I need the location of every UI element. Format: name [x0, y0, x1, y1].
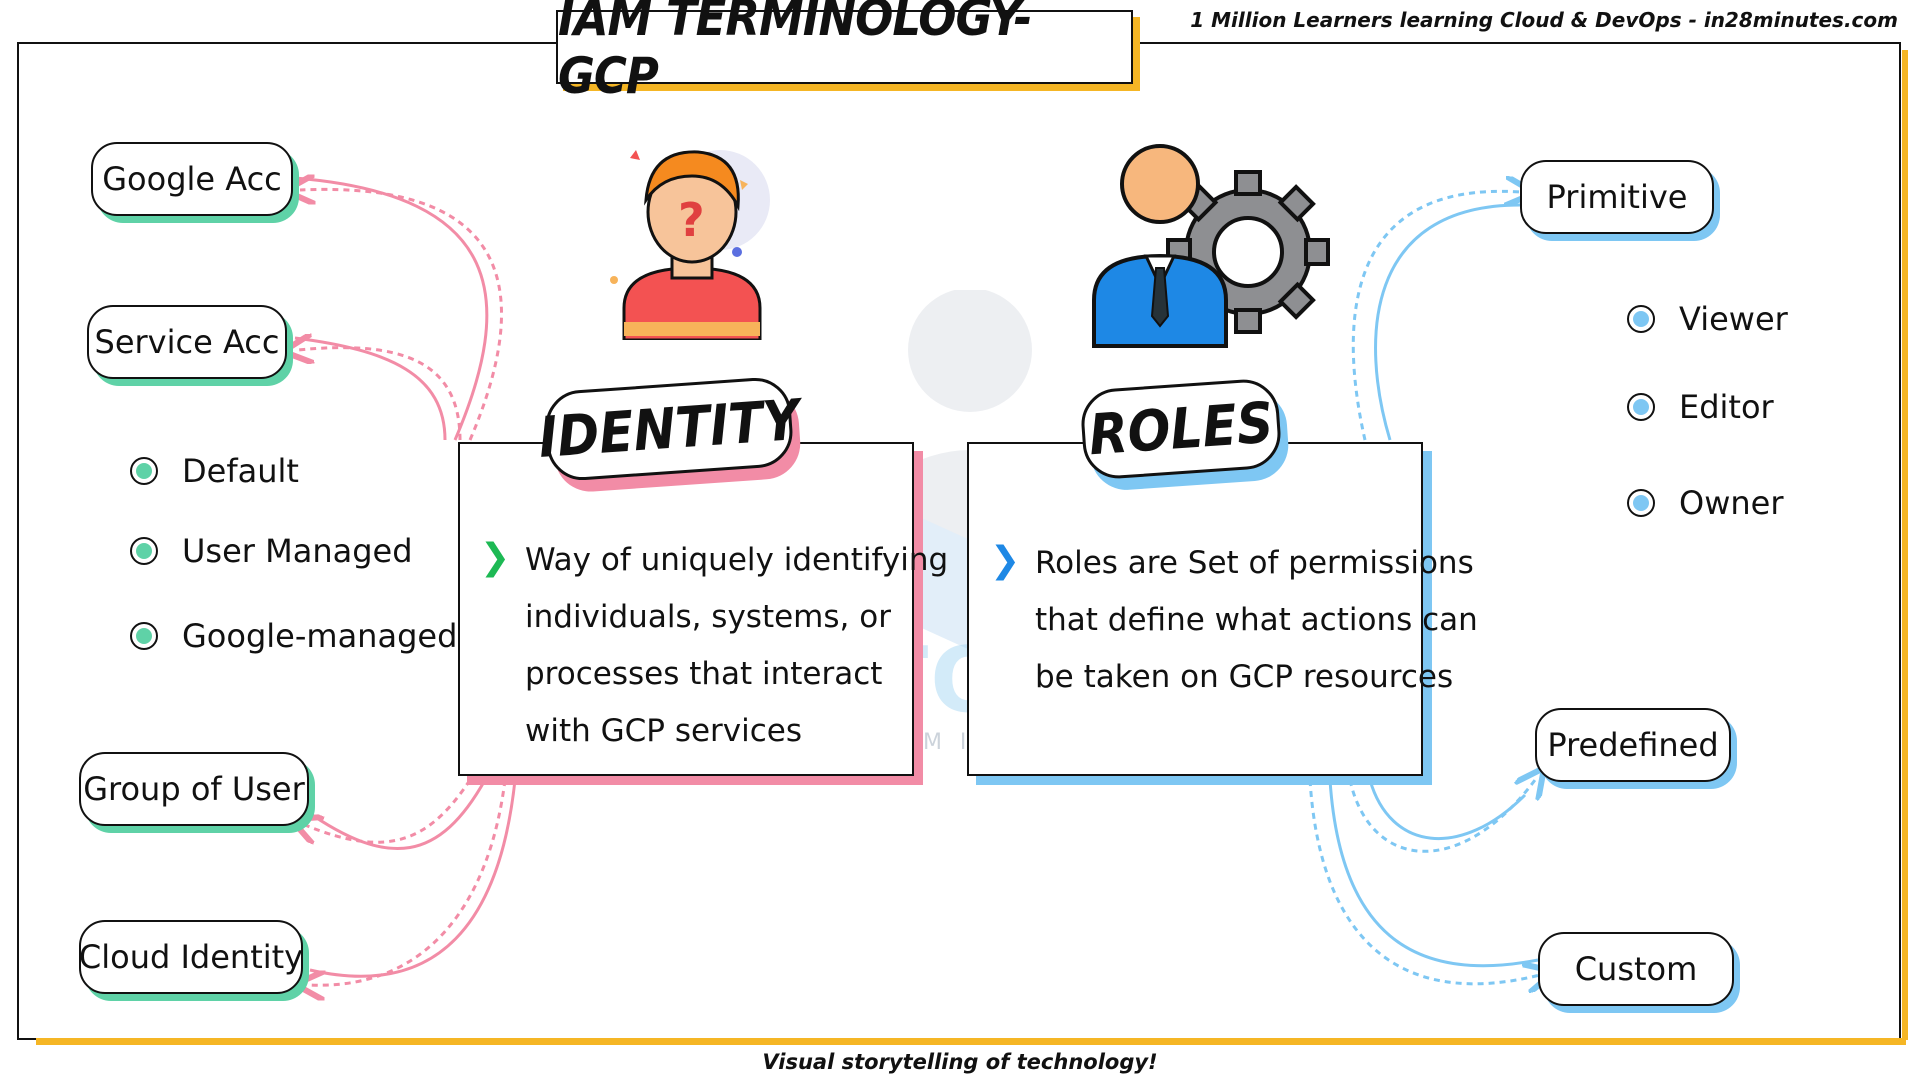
bullet-dot-icon — [1627, 489, 1655, 517]
connector-predefined — [1348, 780, 1535, 853]
roles-label: ROLES — [1079, 377, 1283, 481]
roles-description-line: that define what actions can — [1035, 602, 1478, 638]
bullet-user-managed: User Managed — [130, 532, 413, 570]
connector-group-of-user — [305, 779, 472, 842]
identity-panel — [458, 442, 914, 776]
bullet-dot-icon — [130, 622, 158, 650]
node-service-acc: Service Acc — [87, 305, 287, 379]
bullet-dot-icon — [1627, 393, 1655, 421]
page-title: IAM TERMINOLOGY- GCP — [558, 0, 1032, 105]
bullet-label: Viewer — [1679, 300, 1788, 338]
chevron-right-icon: ❯ — [480, 537, 511, 578]
identity-label: IDENTITY — [537, 375, 802, 483]
bullet-dot-icon — [130, 457, 158, 485]
bullet-dot-icon — [130, 537, 158, 565]
roles-description: Roles are Set of permissions that define… — [1035, 535, 1478, 706]
bullet-label: Google-managed — [182, 617, 458, 655]
bullet-label: Editor — [1679, 388, 1774, 426]
footer-tagline: Visual storytelling of technology! — [762, 1050, 1158, 1074]
node-google-acc: Google Acc — [91, 142, 293, 216]
connector-custom — [1308, 779, 1540, 984]
connector-service-acc — [298, 348, 462, 441]
bullet-label: Default — [182, 452, 299, 490]
bullet-default: Default — [130, 452, 299, 490]
bullet-viewer: Viewer — [1627, 300, 1788, 338]
identity-description-line: Way of uniquely identifying — [525, 542, 949, 578]
bullet-editor: Editor — [1627, 388, 1774, 426]
svg-text:?: ? — [678, 193, 705, 247]
node-custom: Custom — [1538, 932, 1734, 1006]
node-group-of-user: Group of User — [79, 752, 309, 826]
connector-google-acc — [300, 189, 503, 441]
roles-description-line: be taken on GCP resources — [1035, 659, 1454, 695]
connector-primitive — [1351, 191, 1520, 441]
roles-panel — [967, 442, 1423, 776]
identity-description-line: processes that interact — [525, 656, 883, 692]
tagline: 1 Million Learners learning Cloud & DevO… — [1190, 8, 1898, 32]
identity-description: Way of uniquely identifying individuals,… — [525, 532, 948, 760]
connector-cloud-identity — [310, 779, 507, 985]
bullet-owner: Owner — [1627, 484, 1783, 522]
node-cloud-identity: Cloud Identity — [79, 920, 303, 994]
title-box: IAM TERMINOLOGY- GCP — [556, 0, 1133, 105]
identity-description-line: with GCP services — [525, 713, 803, 749]
chevron-right-icon: ❯ — [990, 540, 1021, 581]
node-predefined: Predefined — [1535, 708, 1731, 782]
frame-shadow-bottom — [36, 1038, 1906, 1045]
roles-description-line: Roles are Set of permissions — [1035, 545, 1474, 581]
bullet-label: User Managed — [182, 532, 413, 570]
frame-shadow-right — [1902, 50, 1908, 1040]
bullet-dot-icon — [1627, 305, 1655, 333]
businessman-gear-icon — [1092, 144, 1330, 348]
confused-person-icon: ? — [610, 150, 770, 340]
bullet-google-managed: Google-managed — [130, 617, 457, 655]
node-primitive: Primitive — [1520, 160, 1714, 234]
identity-description-line: individuals, systems, or — [525, 599, 891, 635]
bullet-label: Owner — [1679, 484, 1784, 522]
